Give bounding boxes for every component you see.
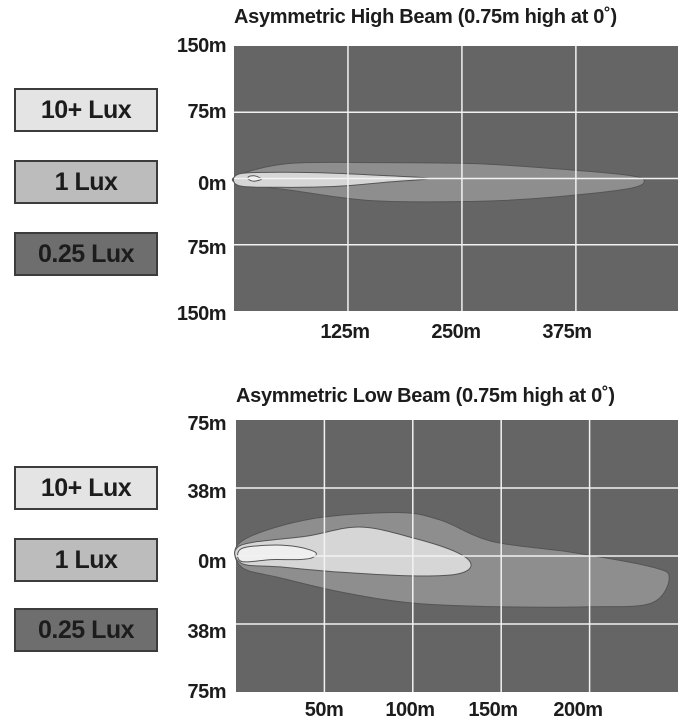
legend-1-lux: 1 Lux — [14, 160, 158, 204]
zone-1-lux — [232, 171, 430, 188]
y-tick-label: 75m — [187, 237, 226, 259]
x-tick-label: 375m — [542, 321, 592, 343]
zone-1-lux — [234, 526, 472, 577]
legend-10-lux: 10+ Lux — [14, 466, 158, 510]
y-tick-label: 38m — [187, 621, 226, 643]
low-beam-plot — [234, 420, 678, 692]
x-tick-label: 250m — [431, 321, 481, 343]
y-tick-label: 0m — [198, 173, 226, 195]
y-tick-label: 38m — [187, 481, 226, 503]
legend-025-lux: 0.25 Lux — [14, 232, 158, 276]
x-tick-label: 100m — [385, 699, 435, 721]
x-tick-label: 200m — [553, 699, 603, 721]
y-tick-label: 75m — [187, 101, 226, 123]
x-tick-label: 125m — [320, 321, 370, 343]
legend-025-lux: 0.25 Lux — [14, 608, 158, 652]
legend-10-lux: 10+ Lux — [14, 88, 158, 132]
zone-0-25-lux — [231, 161, 645, 203]
high-beam-plot — [231, 46, 678, 311]
y-tick-label: 150m — [176, 303, 227, 325]
y-tick-label: 150m — [176, 35, 227, 57]
x-tick-label: 150m — [468, 699, 518, 721]
y-tick-label: 75m — [187, 681, 226, 703]
x-tick-label: 50m — [304, 699, 344, 721]
high-beam-chart: Asymmetric High Beam (0.75m high at 0˚) … — [0, 0, 694, 350]
legend-1-lux: 1 Lux — [14, 538, 158, 582]
y-tick-label: 75m — [187, 413, 226, 435]
zone-10-lux — [237, 544, 317, 563]
y-tick-label: 0m — [198, 551, 226, 573]
chart-title: Asymmetric High Beam (0.75m high at 0˚) — [234, 6, 617, 28]
chart-title: Asymmetric Low Beam (0.75m high at 0˚) — [236, 385, 615, 407]
